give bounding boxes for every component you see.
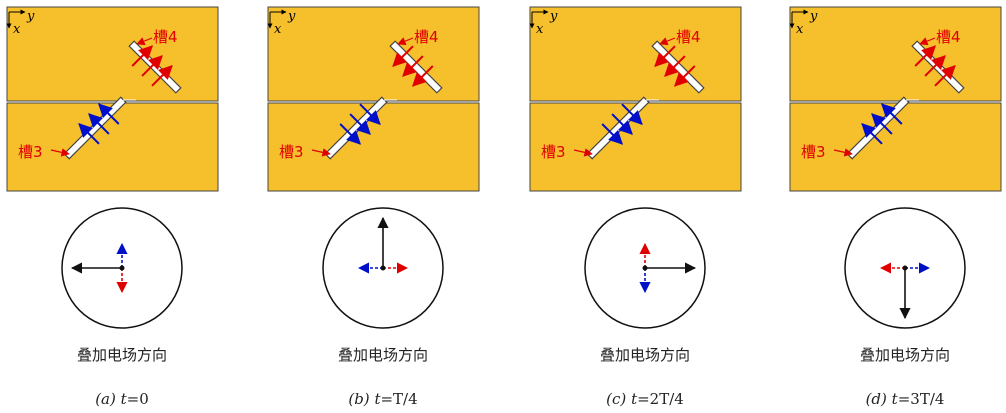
field-arrow: [412, 65, 434, 87]
upper-board: [267, 6, 480, 102]
panel-a: yx 槽4 槽3 叠加电场方向 (a) t=0: [6, 6, 219, 408]
panel-label: 叠加电场方向: [860, 346, 950, 364]
axis-indicator: yx: [6, 9, 35, 37]
field-arrow: [881, 103, 903, 125]
panel-caption: (d) t=3T/4: [866, 390, 945, 408]
superposed-field-circle: [584, 207, 706, 329]
axis-indicator: yx: [267, 9, 296, 37]
slot-4-label: 槽4: [936, 28, 961, 46]
field-arrow: [88, 113, 110, 135]
field-arrow: [349, 113, 371, 135]
superposed-field-circle: [844, 207, 966, 329]
slot-3-label: 槽3: [541, 143, 566, 161]
field-arrow: [871, 113, 893, 135]
slot-4-field-arrows: [914, 45, 956, 87]
superposed-field-circle: [322, 207, 444, 329]
field-arrow: [402, 55, 424, 77]
field-arrow: [131, 45, 153, 67]
axis-indicator: yx: [529, 9, 558, 37]
slot-3-label: 槽3: [801, 143, 826, 161]
slot-4-label: 槽4: [676, 28, 701, 46]
y-axis-label: y: [809, 9, 818, 24]
panel-caption: (b) t=T/4: [348, 390, 417, 408]
field-arrow: [934, 65, 956, 87]
field-arrow: [621, 103, 643, 125]
x-axis-label: x: [13, 22, 21, 37]
field-arrow: [98, 103, 120, 125]
slot-3-label: 槽3: [18, 143, 43, 161]
upper-board: [789, 6, 1002, 102]
field-arrow: [392, 45, 414, 67]
field-arrow: [141, 55, 163, 77]
slot-4-field-arrows: [654, 45, 696, 87]
y-axis-label: y: [287, 9, 296, 24]
panel-b: yx 槽4 槽3 叠加电场方向 (b) t=T/4: [267, 6, 480, 408]
slot-3-label: 槽3: [279, 143, 304, 161]
slot-3-field-arrows: [861, 103, 903, 145]
y-axis-label: y: [26, 9, 35, 24]
slot-3-field-arrows: [78, 103, 120, 145]
slot-3-field-arrows: [339, 103, 381, 145]
slot-4-label: 槽4: [153, 28, 178, 46]
slot-4-field-arrows: [392, 45, 434, 87]
field-arrow: [924, 55, 946, 77]
x-axis-label: x: [536, 22, 544, 37]
field-arrow: [914, 45, 936, 67]
field-arrow: [151, 65, 173, 87]
y-axis-label: y: [549, 9, 558, 24]
slot-3-field-arrows: [601, 103, 643, 145]
panel-label: 叠加电场方向: [600, 346, 690, 364]
field-arrow: [359, 103, 381, 125]
field-arrow: [339, 123, 361, 145]
upper-board: [6, 6, 219, 102]
panel-c: yx 槽4 槽3 叠加电场方向 (c) t=2T/4: [529, 6, 742, 408]
field-arrow: [654, 45, 676, 67]
panel-label: 叠加电场方向: [77, 346, 167, 364]
field-arrow: [601, 123, 623, 145]
field-arrow: [611, 113, 633, 135]
x-axis-label: x: [274, 22, 282, 37]
panel-caption: (c) t=2T/4: [606, 390, 684, 408]
x-axis-label: x: [796, 22, 804, 37]
panel-label: 叠加电场方向: [338, 346, 428, 364]
field-arrow: [664, 55, 686, 77]
upper-board: [529, 6, 742, 102]
slot-4-label: 槽4: [414, 28, 439, 46]
superposed-field-circle: [61, 207, 183, 329]
slot-4-field-arrows: [131, 45, 173, 87]
field-arrow: [861, 123, 883, 145]
panel-d: yx 槽4 槽3 叠加电场方向 (d) t=3T/4: [789, 6, 1002, 408]
field-arrow: [78, 123, 100, 145]
axis-indicator: yx: [789, 9, 818, 37]
panel-caption: (a) t=0: [95, 390, 149, 408]
field-arrow: [674, 65, 696, 87]
